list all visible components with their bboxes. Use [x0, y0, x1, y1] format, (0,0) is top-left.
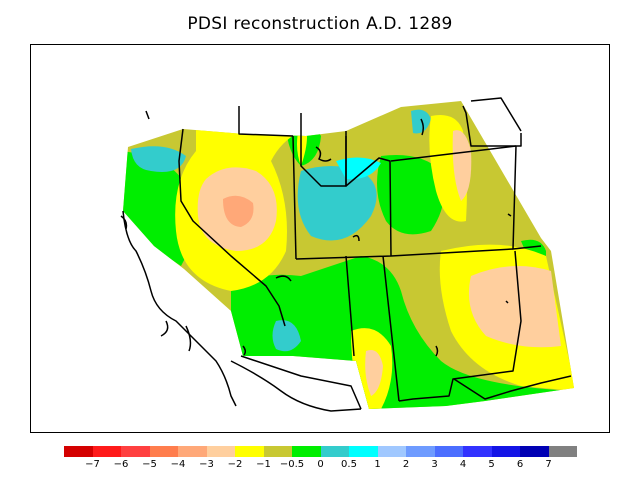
map-title: PDSI reconstruction A.D. 1289: [187, 14, 453, 34]
legend-swatch: [235, 446, 264, 457]
legend-swatch: [377, 446, 406, 457]
map-frame: [30, 44, 610, 433]
yellowstone-lake: [315, 146, 332, 162]
colorado-north-border: [295, 248, 514, 260]
legend-swatch: [463, 446, 492, 457]
nevada-utah-border: [292, 135, 297, 260]
lake-mead: [275, 275, 292, 282]
level-minus-2-newmexico: [365, 350, 383, 396]
level-0.5-montana: [411, 109, 431, 134]
legend-tick-label: −5: [142, 459, 157, 470]
legend-swatch: [206, 446, 235, 457]
pacific-coastline: [122, 210, 237, 407]
level-0-west-coast: [123, 151, 193, 266]
mexico-border: [240, 355, 362, 410]
legend-tick-label: 6: [516, 459, 524, 470]
pdsi-map: [120, 97, 574, 412]
legend-tick-label: 0: [317, 459, 324, 470]
arizona-newmexico-line: [345, 255, 355, 357]
legend-tick-label: −6: [113, 459, 129, 470]
legend-tick-label: 2: [402, 459, 410, 470]
oregon-border: [238, 106, 294, 137]
level-minus-2-dakota: [452, 130, 472, 201]
wyoming-north-border: [390, 145, 517, 162]
fort-peck-lake: [420, 118, 425, 136]
legend-swatch: [548, 446, 577, 457]
flaming-gorge: [352, 234, 360, 242]
wyoming-west-border: [345, 131, 392, 257]
legend-tick-label: 4: [459, 459, 467, 470]
level-0.5-northwest: [131, 146, 186, 172]
legend-tick-label: 7: [545, 459, 552, 470]
level-0.5-utah: [297, 166, 377, 241]
legend-swatch: [349, 446, 378, 457]
legend-tick-label: −1: [256, 459, 271, 470]
minnesota-border: [470, 97, 522, 132]
color-legend: [64, 446, 577, 457]
california-nevada-border: [178, 128, 286, 327]
legend-swatch: [491, 446, 520, 457]
legend-tick-label: 3: [431, 459, 438, 470]
legend-swatch: [263, 446, 292, 457]
legend-swatch: [520, 446, 549, 457]
level-0-wyoming: [377, 155, 445, 235]
oklahoma-texas-border: [398, 250, 522, 402]
legend-swatch: [178, 446, 207, 457]
legend-swatch: [92, 446, 121, 457]
legend-tick-label: −0.5: [279, 459, 305, 470]
legend-tick-label: −3: [199, 459, 214, 470]
gulf-border: [453, 375, 572, 400]
legend-tick-labels: −7 −6 −5 −4 −3 −2 −1 −0.5 0 0.5 1 2 3 4 5 6 7: [64, 459, 577, 473]
dakota-border: [512, 145, 542, 250]
legend-tick-label: −4: [170, 459, 186, 470]
lakes: [120, 110, 512, 357]
legend-swatch: [406, 446, 435, 457]
state-boundaries: [122, 97, 572, 412]
legend-swatch: [320, 446, 349, 457]
puget-sound: [120, 215, 128, 230]
level-1-utah: [336, 157, 381, 180]
level-minus-2-plains: [468, 266, 561, 348]
legend-tick-label: 1: [374, 459, 381, 470]
legend-swatch: [64, 446, 93, 457]
colorado-utah-border: [382, 255, 400, 402]
legend-swatch: [121, 446, 150, 457]
channel-islands: [160, 320, 192, 352]
legend-swatch: [149, 446, 178, 457]
northern-plains-border: [462, 105, 522, 147]
legend-tick-label: 0.5: [341, 459, 357, 470]
legend-swatch: [292, 446, 321, 457]
small-water-bodies: [145, 110, 512, 304]
level-minus-3-nevada: [223, 195, 254, 227]
level-0.5-arizona: [272, 320, 301, 352]
legend-swatch: [434, 446, 463, 457]
baja-coastline: [230, 360, 362, 412]
legend-tick-label: −7: [85, 459, 100, 470]
elephant-butte: [435, 345, 439, 357]
salton-sea: [242, 345, 247, 356]
legend-tick-label: −2: [227, 459, 243, 470]
legend-tick-label: 5: [488, 459, 495, 470]
